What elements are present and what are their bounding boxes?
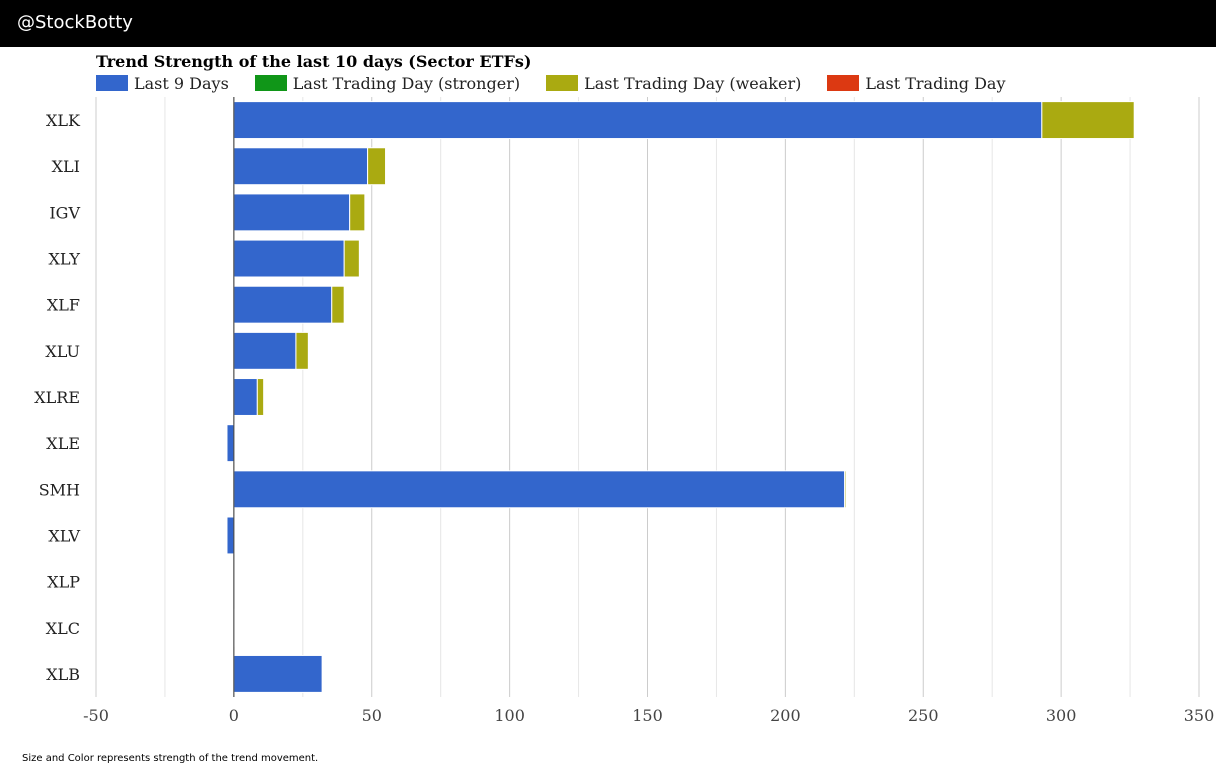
footnote: Size and Color represents strength of th…	[22, 753, 319, 764]
bar-xlre-last9	[233, 378, 258, 416]
bar-xlf-last9	[233, 285, 333, 324]
category-label-xly: XLY	[48, 250, 80, 269]
bar-igv-last9	[233, 193, 351, 232]
x-tick-label: 100	[494, 706, 525, 725]
legend-label-last-day: Last Trading Day	[865, 73, 1006, 93]
legend-swatch-last-day	[827, 75, 860, 91]
legend-item-weaker: Last Trading Day (weaker)	[546, 74, 801, 93]
bar-xlu-weaker	[295, 331, 309, 370]
bar-xli-last9	[233, 147, 369, 186]
category-label-xli: XLI	[52, 157, 80, 176]
bar-smh-weaker	[844, 470, 847, 509]
x-tick-label: 0	[229, 706, 239, 725]
bar-igv-weaker	[349, 193, 366, 232]
x-tick-label: 150	[632, 706, 663, 725]
bar-smh-last9	[233, 470, 846, 509]
category-label-igv: IGV	[49, 203, 80, 222]
bar-xlf-weaker	[331, 285, 345, 324]
x-tick-label: 300	[1046, 706, 1077, 725]
bar-xlk-last9	[233, 101, 1043, 140]
legend-swatch-stronger	[254, 75, 287, 91]
legend-item-last-day: Last Trading Day	[827, 74, 1005, 93]
x-tick-label: 250	[908, 706, 939, 725]
bar-xlv-last9	[226, 516, 235, 555]
category-label-xlc: XLC	[46, 619, 80, 638]
x-tick-label: 50	[362, 706, 382, 725]
legend-label-stronger: Last Trading Day (stronger)	[292, 73, 521, 93]
bar-xlb-last9	[233, 654, 323, 693]
category-label-xle: XLE	[46, 434, 80, 453]
x-tick-label: -50	[83, 706, 109, 725]
chart-legend: Last 9 Days Last Trading Day (stronger) …	[96, 73, 1031, 93]
x-tick-label: 200	[770, 706, 801, 725]
account-handle: @StockBotty	[17, 12, 133, 33]
category-label-xlb: XLB	[46, 665, 80, 684]
bar-xly-weaker	[343, 239, 360, 278]
bar-xly-last9	[233, 239, 345, 278]
bar-xlre-weaker	[256, 378, 265, 416]
legend-item-stronger: Last Trading Day (stronger)	[254, 73, 521, 93]
category-label-xlf: XLF	[47, 296, 80, 315]
x-tick-label: 350	[1184, 706, 1215, 725]
category-label-xlu: XLU	[45, 342, 80, 361]
legend-swatch-weaker	[546, 75, 579, 91]
category-label-xlv: XLV	[48, 526, 80, 545]
legend-label-weaker: Last Trading Day (weaker)	[584, 73, 802, 93]
category-label-xlp: XLP	[47, 573, 80, 592]
category-label-smh: SMH	[39, 480, 80, 499]
category-label-xlre: XLRE	[34, 388, 80, 407]
legend-label-last9: Last 9 Days	[134, 73, 229, 93]
bar-xle-last9	[226, 424, 235, 463]
bar-xli-weaker	[367, 147, 387, 186]
legend-swatch-last9	[96, 75, 128, 91]
chart-title: Trend Strength of the last 10 days (Sect…	[96, 52, 532, 71]
bar-xlk-weaker	[1041, 101, 1135, 140]
top-bar: @StockBotty	[0, 0, 1216, 47]
bar-xlu-last9	[233, 331, 297, 370]
category-label-xlk: XLK	[46, 111, 81, 130]
legend-item-last9: Last 9 Days	[96, 74, 229, 93]
